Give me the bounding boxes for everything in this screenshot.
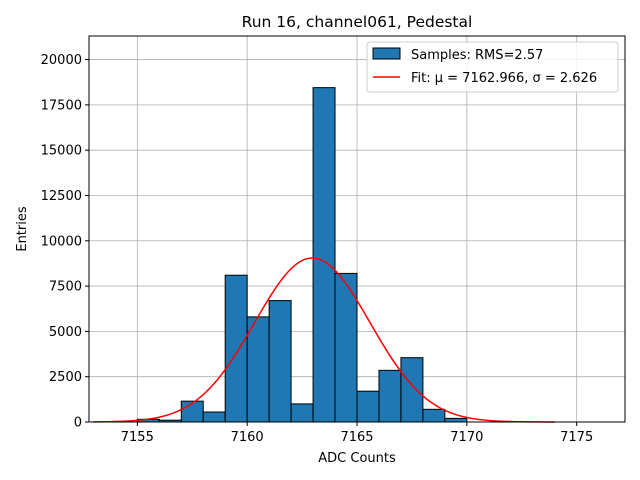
histogram-bar	[422, 408, 446, 423]
legend-box	[366, 41, 619, 93]
y-axis-label: Entries	[15, 206, 30, 252]
x-tick-label: 7175	[560, 430, 593, 445]
y-tick-label: 15000	[41, 144, 82, 159]
x-axis-label: ADC Counts	[318, 451, 396, 466]
x-axis-ticks: 7155 7160 7165 7170 7175	[121, 422, 593, 445]
histogram-bar	[268, 300, 292, 423]
x-tick-label: 7170	[450, 430, 483, 445]
histogram-bar	[400, 357, 424, 423]
histogram-bar	[224, 274, 248, 423]
histogram-bar	[356, 390, 380, 423]
histogram-bar	[378, 369, 402, 423]
histogram-bar	[444, 417, 468, 423]
legend-samples-label: Samples: RMS=2.57	[411, 48, 543, 63]
y-axis-ticks: 0 2500 5000 7500 10000 12500 15000 17500 20000	[41, 53, 89, 431]
histogram-bar	[246, 316, 270, 423]
x-tick-label: 7155	[121, 430, 154, 445]
y-tick-label: 2500	[49, 370, 82, 385]
legend: Samples: RMS=2.57 Fit: μ = 7162.966, σ =…	[366, 41, 619, 93]
y-tick-label: 12500	[41, 189, 82, 204]
y-tick-label: 20000	[41, 53, 82, 68]
y-tick-label: 17500	[41, 98, 82, 113]
legend-fit-label: Fit: μ = 7162.966, σ = 2.626	[411, 71, 597, 86]
histogram-bars	[136, 87, 468, 423]
x-tick-label: 7160	[231, 430, 264, 445]
y-tick-label: 10000	[41, 234, 82, 249]
histogram-bar	[312, 87, 336, 423]
y-tick-label: 7500	[49, 280, 82, 295]
histogram-bar	[290, 403, 314, 423]
y-tick-label: 0	[74, 416, 82, 431]
histogram-bar	[202, 411, 226, 423]
x-tick-label: 7165	[340, 430, 373, 445]
histogram-bar	[180, 400, 204, 423]
y-tick-label: 5000	[49, 325, 82, 340]
fit-curve	[93, 257, 555, 423]
legend-samples-swatch	[372, 47, 401, 60]
chart-title: Run 16, channel061, Pedestal	[242, 13, 473, 31]
